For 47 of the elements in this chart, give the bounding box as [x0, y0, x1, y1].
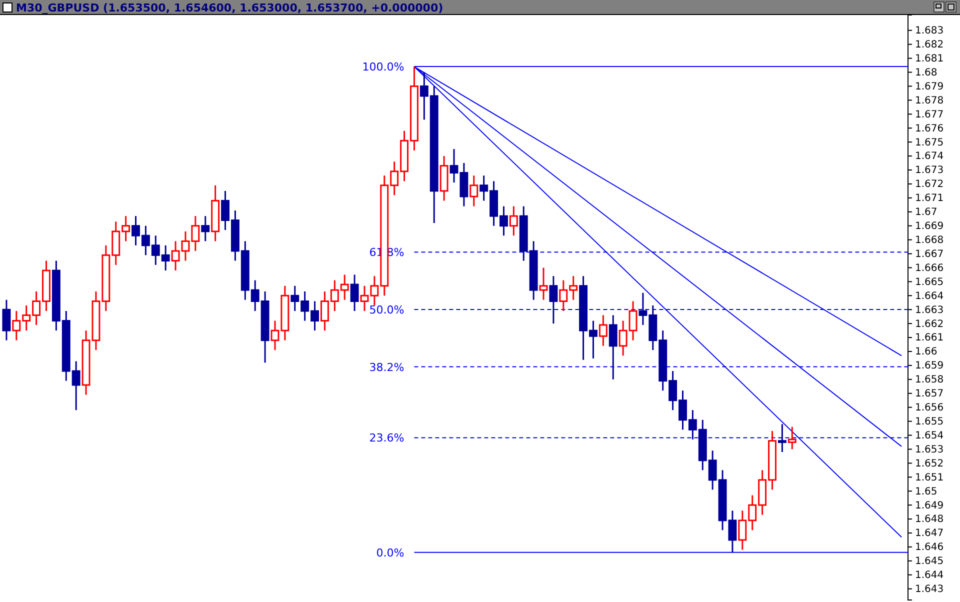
y-tick-label: 1.664 — [915, 290, 944, 302]
y-tick-label: 1.658 — [915, 374, 944, 386]
chart-title: M30_GBPUSD (1.653500, 1.654600, 1.653000, 1.653700, +0.000000) — [16, 2, 444, 14]
y-tick-label: 1.657 — [915, 388, 944, 400]
ref-line-label: 100.0% — [362, 60, 404, 74]
y-tick-label: 1.674 — [915, 151, 944, 162]
y-tick-label: 1.661 — [915, 332, 944, 344]
y-tick-label: 1.653 — [915, 444, 944, 456]
y-tick-label: 1.669 — [915, 221, 944, 232]
y-tick-label: 1.654 — [915, 430, 944, 442]
y-tick-label: 1.676 — [915, 123, 944, 134]
y-tick-label: 1.67 — [915, 207, 938, 218]
y-tick-label: 1.678 — [915, 95, 944, 106]
y-tick-label: 1.672 — [915, 179, 944, 190]
y-tick-label: 1.665 — [915, 276, 944, 288]
y-tick-label: 1.663 — [915, 304, 944, 316]
y-tick-label: 1.656 — [915, 402, 944, 414]
y-tick-label: 1.648 — [915, 514, 944, 526]
y-tick-label: 1.645 — [915, 556, 944, 568]
y-tick-label: 1.681 — [915, 53, 944, 64]
y-tick-label: 1.646 — [915, 542, 944, 554]
y-tick-label: 1.649 — [915, 500, 944, 512]
ref-line-label: 50.0% — [369, 303, 404, 316]
y-tick-label: 1.675 — [915, 137, 944, 148]
y-tick-label: 1.682 — [915, 40, 944, 51]
y-tick-label: 1.652 — [915, 458, 944, 470]
y-tick-label: 1.667 — [915, 248, 944, 260]
y-tick-label: 1.651 — [915, 472, 944, 484]
ref-line-label: 38.2% — [369, 360, 404, 374]
ref-line-label: 23.6% — [369, 432, 404, 445]
y-tick-label: 1.668 — [915, 234, 944, 246]
ref-line-label: 0.0% — [376, 546, 404, 560]
y-tick-label: 1.655 — [915, 416, 944, 428]
y-tick-label: 1.68 — [915, 67, 938, 78]
y-tick-label: 1.647 — [915, 528, 944, 540]
y-tick-label: 1.659 — [915, 360, 944, 372]
y-tick-label: 1.644 — [915, 570, 944, 582]
y-tick-label: 1.671 — [915, 193, 944, 204]
y-tick-label: 1.65 — [915, 486, 938, 498]
y-tick-label: 1.643 — [915, 584, 944, 596]
y-tick-label: 1.662 — [915, 318, 944, 330]
y-tick-label: 1.66 — [915, 346, 938, 358]
y-tick-label: 1.683 — [915, 26, 944, 37]
y-tick-label: 1.666 — [915, 262, 944, 274]
y-tick-label: 1.679 — [915, 81, 944, 92]
y-tick-label: 1.677 — [915, 109, 944, 120]
y-tick-label: 1.673 — [915, 165, 944, 176]
